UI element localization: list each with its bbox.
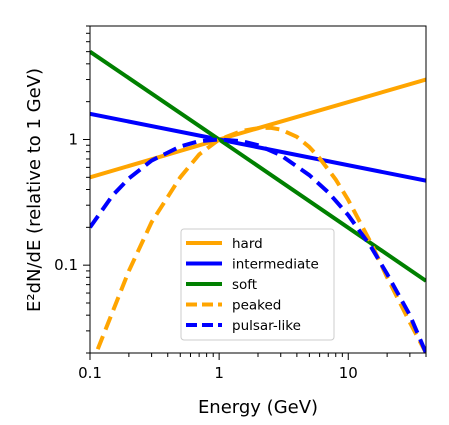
y-axis-label: E²dN/dE (relative to 1 GeV) bbox=[24, 68, 45, 312]
y-tick-label: 0.1 bbox=[54, 256, 78, 274]
series-line-pulsar-like bbox=[90, 137, 426, 353]
series-line-soft bbox=[90, 49, 426, 283]
ticks-layer: 0.1 1 10 0.1 1 bbox=[54, 25, 427, 382]
legend-box bbox=[180, 228, 335, 341]
x-axis-label: Energy (GeV) bbox=[198, 397, 318, 418]
x-tick-label: 10 bbox=[339, 364, 358, 382]
series-line-peaked bbox=[94, 125, 426, 353]
x-tick-label: 0.1 bbox=[78, 364, 102, 382]
x-tick-label: 1 bbox=[214, 364, 224, 382]
legend-label-soft: soft bbox=[232, 277, 257, 293]
series-layer bbox=[90, 49, 426, 353]
legend-label-pulsar-like: pulsar-like bbox=[232, 318, 301, 334]
legend: hard intermediate soft peaked pulsar-like bbox=[180, 228, 335, 341]
legend-label-intermediate: intermediate bbox=[232, 257, 319, 273]
plot-frame bbox=[89, 25, 427, 354]
legend-label-hard: hard bbox=[232, 236, 263, 252]
y-tick-label: 1 bbox=[68, 130, 78, 148]
legend-label-peaked: peaked bbox=[232, 298, 281, 314]
